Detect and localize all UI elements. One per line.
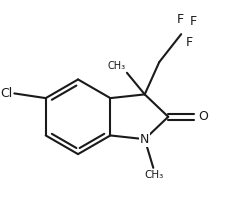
Text: F: F <box>185 37 192 50</box>
Text: CH₃: CH₃ <box>107 61 126 71</box>
Text: O: O <box>197 110 207 123</box>
Text: Cl: Cl <box>0 87 12 100</box>
Text: F: F <box>176 13 183 26</box>
Text: CH₃: CH₃ <box>144 170 163 180</box>
Text: N: N <box>139 133 149 146</box>
Text: F: F <box>189 15 196 28</box>
